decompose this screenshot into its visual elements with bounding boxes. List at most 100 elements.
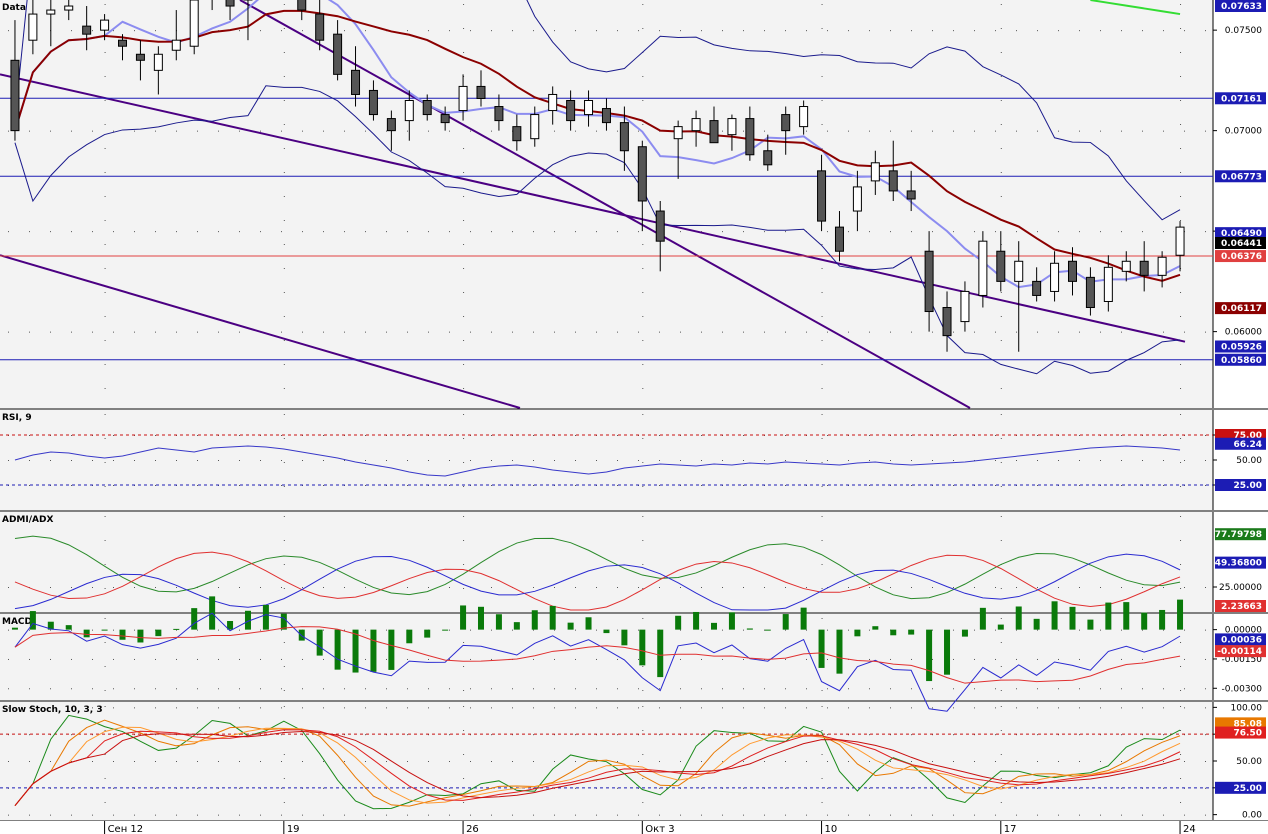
candle-body bbox=[315, 13, 325, 41]
candle-body bbox=[1139, 260, 1149, 276]
macd-histogram-bar bbox=[836, 629, 843, 674]
macd-histogram-bar bbox=[513, 622, 520, 630]
candle-body bbox=[834, 226, 844, 252]
candle-body bbox=[333, 33, 343, 75]
candle-body bbox=[799, 106, 809, 128]
stoch-line-2 bbox=[14, 726, 1181, 807]
macd-histogram-bar bbox=[872, 626, 879, 630]
price-tag bbox=[1215, 227, 1266, 240]
macd-histogram-bar bbox=[926, 629, 933, 682]
macd-histogram-bar bbox=[173, 628, 180, 630]
channel-lower-line-2 bbox=[239, 0, 971, 409]
price-tag bbox=[1215, 633, 1266, 646]
macd-histogram-bar bbox=[657, 629, 664, 678]
price-tag-label: 0.06441 bbox=[1221, 239, 1262, 249]
candle-body bbox=[619, 122, 629, 152]
macd-histogram-bar bbox=[549, 605, 556, 630]
channel-lower-line-1 bbox=[0, 254, 521, 409]
candle-body bbox=[440, 114, 450, 124]
macd-histogram-bar bbox=[854, 629, 861, 637]
panel-bg-2 bbox=[0, 512, 1213, 612]
panel-axis-1 bbox=[1215, 410, 1268, 510]
macd-histogram-bar bbox=[890, 629, 897, 636]
macd-histogram-bar bbox=[961, 629, 968, 637]
candle-body bbox=[942, 307, 952, 337]
y-tick-label: 0.07000 bbox=[1225, 127, 1262, 137]
macd-histogram-bar bbox=[83, 629, 90, 638]
candle-body bbox=[368, 89, 378, 116]
y-tick-label: 0.00 bbox=[1242, 811, 1262, 821]
candle-body bbox=[763, 150, 773, 166]
price-tag bbox=[1215, 302, 1266, 315]
macd-histogram-bar bbox=[603, 629, 610, 634]
y-tick-label: 0.00000 bbox=[1225, 626, 1262, 636]
price-tag bbox=[1215, 600, 1266, 612]
date-tick-label: 26 bbox=[466, 824, 479, 834]
candle-body bbox=[297, 0, 307, 11]
macd-histogram-bar bbox=[1051, 601, 1058, 630]
macd-histogram-bar bbox=[1177, 599, 1184, 630]
macd-histogram-bar bbox=[1123, 602, 1130, 630]
candle-body bbox=[817, 170, 827, 222]
price-tag-label: 0.06376 bbox=[1221, 252, 1262, 262]
macd-histogram-bar bbox=[800, 607, 807, 630]
y-tick-label: 0.07500 bbox=[1225, 26, 1262, 36]
macd-histogram-bar bbox=[137, 629, 144, 643]
macd-histogram-bar bbox=[477, 606, 484, 630]
candle-body bbox=[458, 85, 468, 112]
candle-body bbox=[852, 186, 862, 212]
candle-body bbox=[100, 19, 110, 31]
price-tag bbox=[1215, 556, 1266, 569]
candle-body bbox=[64, 5, 74, 11]
macd-histogram-bar bbox=[280, 613, 287, 630]
macd-histogram-bar bbox=[370, 629, 377, 672]
macd-histogram-bar bbox=[818, 629, 825, 668]
price-tag-label: 0.06490 bbox=[1221, 229, 1262, 239]
macd-histogram-bar bbox=[693, 611, 700, 630]
price-tag bbox=[1215, 717, 1266, 730]
candle-body bbox=[888, 170, 898, 192]
candle-body bbox=[906, 190, 916, 200]
bollinger-lower bbox=[14, 85, 1181, 375]
macd-histogram-bar bbox=[944, 629, 951, 675]
candle-body bbox=[870, 162, 880, 182]
panel-bg-3 bbox=[0, 614, 1213, 700]
price-tag-label: 0.05860 bbox=[1221, 356, 1262, 366]
candle-body bbox=[1085, 276, 1095, 309]
candle-body bbox=[1067, 260, 1077, 282]
y-tick-label: 25.00000 bbox=[1219, 583, 1262, 593]
macd-signal-line bbox=[14, 626, 1181, 684]
adx-red-line bbox=[14, 551, 1181, 611]
macd-histogram-bar bbox=[298, 629, 305, 641]
candle-body bbox=[960, 290, 970, 323]
y-tick-label: 50.00 bbox=[1236, 757, 1262, 767]
price-tag-label: 25.00 bbox=[1234, 481, 1262, 491]
date-tick-label: 24 bbox=[1183, 824, 1196, 834]
macd-histogram-bar bbox=[1015, 606, 1022, 630]
channel-upper-line bbox=[0, 73, 1186, 343]
macd-histogram-bar bbox=[460, 605, 467, 630]
macd-histogram-bar bbox=[639, 629, 646, 666]
price-tag bbox=[1215, 479, 1266, 491]
macd-histogram-bar bbox=[782, 614, 789, 630]
y-tick-label: 100.00 bbox=[1231, 703, 1263, 713]
macd-histogram-bar bbox=[155, 629, 162, 637]
price-tag bbox=[1215, 726, 1266, 739]
candle-body bbox=[153, 53, 163, 71]
candle-body bbox=[601, 108, 611, 124]
price-tag bbox=[1215, 437, 1266, 450]
panel-title: MACD bbox=[2, 617, 32, 627]
macd-histogram-bar bbox=[119, 629, 126, 640]
panel-title: Slow Stoch, 10, 3, 3 bbox=[2, 705, 103, 715]
y-tick-label: -0.00150 bbox=[1222, 655, 1263, 665]
panel-title: ADMI/ADX bbox=[2, 515, 53, 525]
price-tag-label: 0.07633 bbox=[1221, 2, 1262, 12]
price-tag-label: 75.00 bbox=[1234, 431, 1262, 441]
macd-histogram-bar bbox=[531, 610, 538, 630]
date-tick-label: 19 bbox=[287, 824, 300, 834]
macd-histogram-bar bbox=[227, 620, 234, 630]
y-tick-label: 0.06000 bbox=[1225, 328, 1262, 338]
macd-histogram-bar bbox=[191, 608, 198, 630]
macd-histogram-bar bbox=[746, 628, 753, 630]
